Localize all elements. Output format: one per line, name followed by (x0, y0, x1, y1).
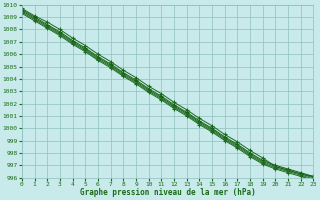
X-axis label: Graphe pression niveau de la mer (hPa): Graphe pression niveau de la mer (hPa) (80, 188, 256, 197)
